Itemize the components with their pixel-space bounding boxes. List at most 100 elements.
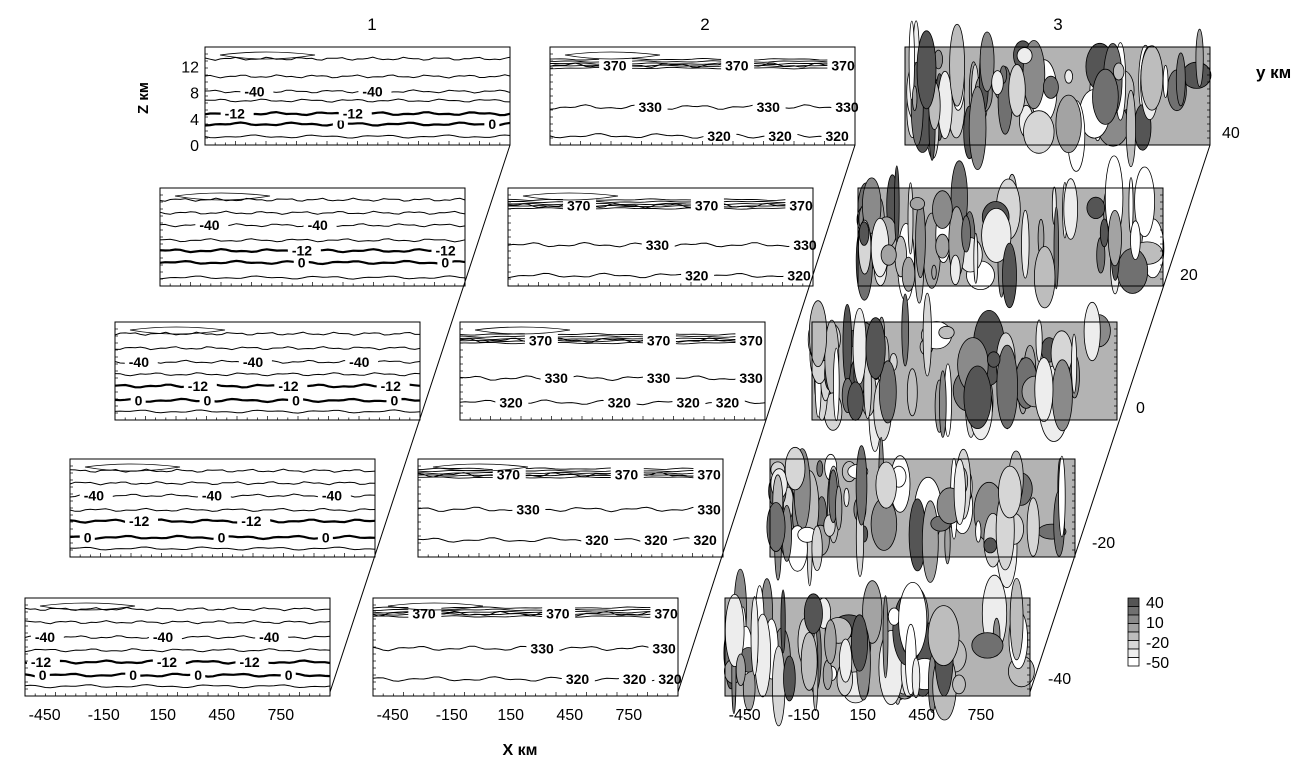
theta-panel: 320 320 320 330 330 370 370 370 bbox=[372, 597, 688, 697]
temperature-contour-label: -40 bbox=[35, 629, 55, 645]
temperature-panel: 0 0 0 -12 -12 -40 -40 -40 bbox=[69, 458, 376, 558]
theta-contour-line bbox=[508, 204, 814, 208]
theta-contour-label: 370 bbox=[567, 198, 591, 214]
temperature-contour-label: 0 bbox=[39, 667, 47, 683]
wind-contour-cell bbox=[832, 347, 840, 422]
temperature-label-background bbox=[293, 254, 309, 270]
wind-contour-cell bbox=[750, 596, 759, 676]
temperature-panel-frame bbox=[159, 187, 466, 287]
theta-contour-label: 320 bbox=[644, 532, 668, 548]
wind-contour-cell bbox=[968, 86, 987, 171]
wind-contour-cell bbox=[949, 23, 965, 107]
temperature-panel: 0 0 0 0-12 -12 -12-40 -40 -40 bbox=[24, 597, 331, 697]
y-tick-label: 0 bbox=[1136, 400, 1145, 417]
temperature-contour-line bbox=[24, 684, 331, 689]
theta-contour-line bbox=[522, 192, 619, 201]
wind-contour-cell bbox=[843, 487, 850, 507]
theta-label-background bbox=[540, 370, 574, 386]
temperature-contour-label: -12 bbox=[292, 243, 312, 259]
temperature-label-background bbox=[220, 105, 254, 121]
temperature-contour-label: 0 bbox=[337, 116, 345, 132]
theta-contour-line bbox=[507, 200, 814, 204]
theta-contour-line bbox=[459, 375, 766, 382]
temperature-label-background bbox=[303, 217, 337, 233]
colorbar-swatch bbox=[1127, 640, 1140, 650]
theta-contour-label: 330 bbox=[646, 237, 670, 253]
colorbar-swatch bbox=[1127, 657, 1140, 667]
perspective-connector bbox=[329, 144, 511, 693]
wind-contour-cell bbox=[950, 254, 961, 286]
theta-label-background bbox=[654, 671, 688, 687]
wind-contour-cell bbox=[808, 300, 828, 368]
theta-label-background bbox=[563, 197, 597, 213]
x-tick-label: -150 bbox=[436, 707, 468, 724]
wind-contour-cell bbox=[811, 525, 823, 571]
temperature-label-background bbox=[199, 392, 215, 408]
theta-label-background bbox=[642, 332, 676, 348]
theta-label-background bbox=[681, 267, 715, 283]
temperature-contour-line bbox=[114, 409, 421, 414]
wind-contour-cell bbox=[1002, 242, 1017, 309]
wind-contour-cell bbox=[766, 502, 786, 552]
theta-contour-label: 370 bbox=[529, 332, 553, 348]
wind-contour-cell bbox=[1140, 45, 1164, 111]
theta-contour-line bbox=[507, 202, 814, 206]
theta-label-background bbox=[821, 127, 855, 143]
theta-contour-line bbox=[417, 537, 724, 543]
temperature-label-background bbox=[125, 667, 141, 683]
temperature-contour-label: 0 bbox=[194, 667, 202, 683]
x-tick-label: 150 bbox=[497, 707, 524, 724]
wind-contour-cell bbox=[838, 638, 853, 683]
wind-contour-cell bbox=[983, 537, 998, 554]
theta-label-background bbox=[495, 394, 529, 410]
theta-contour-line bbox=[460, 341, 766, 345]
temperature-contour-label: -40 bbox=[153, 629, 173, 645]
temperature-label-background bbox=[237, 513, 271, 529]
temperature-contour-label: -12 bbox=[157, 654, 177, 670]
wind-contour-cell bbox=[800, 632, 818, 691]
temperature-contour-label: -12 bbox=[31, 654, 51, 670]
temperature-label-background bbox=[79, 487, 113, 503]
theta-contour-label: 370 bbox=[412, 606, 436, 622]
theta-contour-label: 330 bbox=[652, 640, 676, 656]
perspective-connector bbox=[1029, 144, 1211, 693]
temperature-contour-label: -40 bbox=[244, 83, 264, 99]
theta-contour-label: 330 bbox=[757, 99, 781, 115]
theta-label-background bbox=[785, 197, 819, 213]
temperature-label-background bbox=[386, 392, 402, 408]
theta-contour-label: 320 bbox=[658, 671, 682, 687]
colorbar-swatch bbox=[1127, 631, 1140, 641]
temperature-contour-line bbox=[219, 51, 316, 60]
wind-contour-cell bbox=[922, 292, 932, 377]
connector-lines bbox=[329, 144, 1211, 693]
wind-contour-cell bbox=[1016, 47, 1033, 64]
wind-panel bbox=[807, 292, 1118, 452]
wind-contour-cell bbox=[932, 190, 953, 229]
temperature-contour-line bbox=[114, 346, 421, 351]
temperature-contour-label: 0 bbox=[390, 392, 398, 408]
theta-contour-line bbox=[417, 506, 724, 513]
theta-label-background bbox=[648, 640, 682, 656]
temperature-contour-line bbox=[159, 275, 466, 280]
theta-contour-line bbox=[507, 272, 814, 279]
theta-contour-label: 370 bbox=[497, 467, 521, 483]
wind-contour-cell bbox=[855, 445, 868, 526]
wind-contour-cell bbox=[991, 70, 1004, 95]
temperature-contour-line bbox=[24, 672, 331, 678]
theta-label-background bbox=[693, 466, 727, 482]
theta-contour-line bbox=[459, 339, 766, 343]
theta-label-background bbox=[618, 671, 652, 687]
temperature-label-background bbox=[213, 529, 229, 545]
theta-contour-label: 370 bbox=[739, 332, 763, 348]
wind-contour-cell bbox=[909, 197, 926, 211]
temperature-label-background bbox=[287, 242, 321, 258]
temperature-label-background bbox=[34, 667, 50, 683]
temperature-contour-line bbox=[24, 648, 331, 653]
x-tick-label: -150 bbox=[88, 707, 120, 724]
temperature-label-background bbox=[79, 529, 95, 545]
temperature-contour-line bbox=[204, 121, 511, 127]
theta-contour-line bbox=[387, 602, 484, 611]
theta-contour-label: 320 bbox=[676, 394, 700, 410]
wind-contour-cell bbox=[851, 614, 869, 672]
wind-contour-cell bbox=[1112, 62, 1125, 81]
